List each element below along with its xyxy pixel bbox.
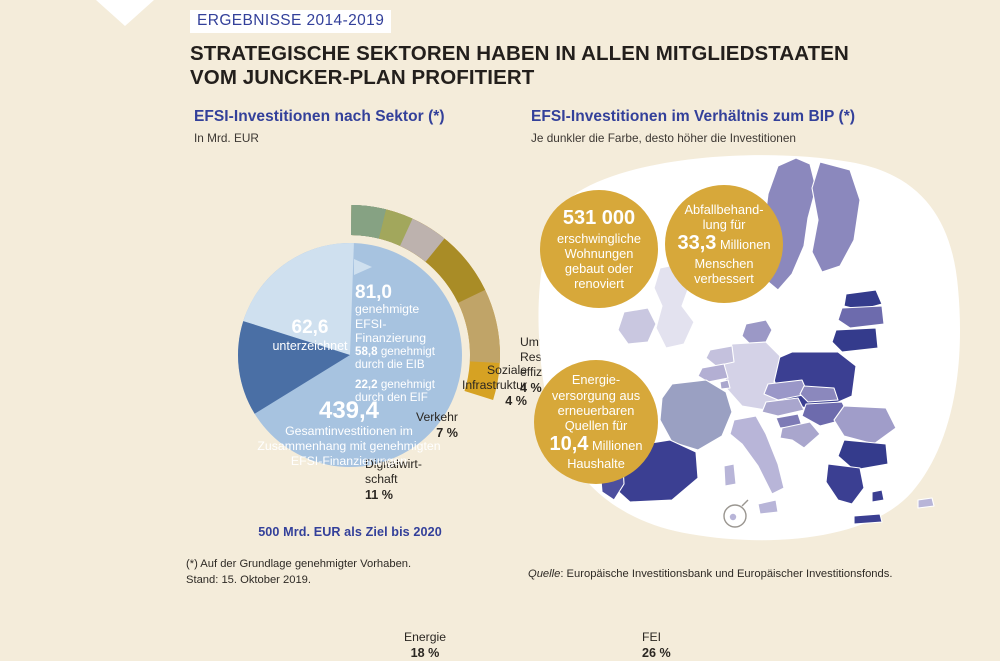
donut-label-digitalwirtschaft: Digitalwirt- schaft 11 % (365, 457, 443, 503)
country-greece-islands (871, 489, 885, 503)
bubble-2-value-row: 33,3 Millionen (678, 232, 771, 256)
bubble-3-line5: Haushalte (567, 456, 625, 472)
country-sardinia (723, 463, 737, 487)
eif-value: 22,2 (355, 378, 378, 391)
total-value: 439,4 (318, 397, 380, 424)
signed-wedge (237, 321, 350, 414)
country-slovakia (799, 385, 839, 403)
country-france (659, 379, 733, 451)
bubble-renewable-energy: Energie- versorgung aus erneuerbaren Que… (534, 360, 658, 484)
source-note: Quelle: Europäische Investitionsbank und… (528, 568, 892, 580)
total-figure-group: 439,4 Gesamtinvestitionen im Zusammenhan… (249, 398, 449, 468)
source-text: : Europäische Investitionsbank und Europ… (560, 568, 893, 580)
donut-pct-fei: 26 % (642, 645, 671, 660)
donut-label-energie: Energie 18 % (385, 630, 465, 661)
page-title: STRATEGISCHE SEKTOREN HABEN IN ALLEN MIT… (190, 42, 849, 90)
right-panel-title: EFSI-Investitionen im Verhältnis zum BIP… (531, 108, 856, 125)
donut-label-soziale-infrastruktur: Soziale Infrastruktur 4 % (443, 363, 527, 409)
donut-pct-verkehr: 7 % (436, 425, 458, 440)
eib-label: genehmigt durch die EIB (355, 345, 435, 372)
bubble-2-line4: verbessert (694, 270, 754, 286)
footnote-line-2: Stand: 15. Oktober 2019. (186, 574, 312, 587)
approved-label: genehmigte EFSI-Finanzierung (355, 302, 427, 345)
left-panel-subtitle: In Mrd. EUR (194, 131, 259, 145)
bubble-1-value: 531 000 (562, 207, 636, 230)
country-latvia (837, 305, 885, 329)
country-sicily (757, 499, 779, 515)
eif-label: genehmigt durch den EIF (355, 378, 435, 405)
bubble-2-unit: Millionen (716, 237, 771, 253)
country-lithuania (831, 327, 879, 353)
country-austria (761, 397, 805, 417)
country-bulgaria (837, 439, 889, 471)
bubble-waste-treatment: Abfallbehand- lung für 33,3 Millionen Me… (665, 185, 783, 303)
total-label: Gesamtinvestitionen im Zusammenhang mit … (257, 424, 441, 468)
donut-pct-soziale: 4 % (505, 393, 527, 408)
country-ireland (617, 307, 657, 345)
left-panel-title: EFSI-Investitionen nach Sektor (*) (194, 108, 445, 125)
approved-financing-wedge (243, 243, 354, 355)
eib-figure-group: 58,8 genehmigt durch die EIB (355, 345, 447, 372)
bubble-affordable-housing: 531 000 erschwingliche Wohnungen gebaut … (540, 190, 658, 308)
ring-segment-umwelt-und-ressourceneffizienz (351, 205, 386, 239)
bubble-3-pre4: Quellen für (564, 417, 628, 433)
country-crete (853, 513, 883, 525)
approved-figure-group: 81,0 genehmigte EFSI-Finanzierung (355, 283, 439, 345)
bubble-3-value: 10,4 (549, 432, 589, 455)
source-label: Quelle (528, 568, 561, 580)
ring-segments (351, 205, 500, 400)
donut-pct-digital: 11 % (365, 487, 394, 502)
donut-label-verkehr: Verkehr 7 % (390, 410, 458, 441)
country-croatia (779, 421, 821, 449)
leader-arrow (354, 259, 372, 275)
approved-value: 81,0 (355, 282, 392, 303)
signed-label: unterzeichnet (272, 339, 348, 353)
header: ERGEBNISSE 2014-2019 STRATEGISCHE SEKTOR… (190, 10, 890, 90)
goal-note: 500 Mrd. EUR als Ziel bis 2020 (258, 525, 442, 539)
country-netherlands (705, 345, 735, 367)
country-finland (811, 161, 861, 273)
donut-pct-umwelt: 4 % (520, 380, 542, 395)
footnote-line-1: (*) Auf der Grundlage genehmigter Vorhab… (186, 558, 412, 570)
eif-figure-group: 22,2 genehmigt durch den EIF (355, 378, 447, 405)
bubble-1-line3: gebaut oder (564, 260, 634, 276)
donut-pct-energie: 18 % (410, 645, 440, 660)
country-cyprus (917, 497, 935, 509)
footnote: (*) Auf der Grundlage genehmigter Vorhab… (186, 556, 411, 588)
country-greece (825, 463, 865, 505)
country-luxembourg (719, 379, 731, 390)
signed-value: 62,6 (291, 317, 329, 338)
country-italy (729, 415, 785, 495)
bubble-2-line3: Menschen (694, 255, 754, 271)
country-czechia (763, 379, 809, 401)
kicker-badge: ERGEBNISSE 2014-2019 (190, 10, 392, 33)
bubble-1-line1: erschwingliche (557, 230, 641, 246)
signed-figure-group: 62,6 unterzeichnet (262, 318, 358, 353)
bubble-3-pre3: erneuerbaren (557, 402, 635, 418)
donut-svg (237, 205, 500, 467)
malta-magnifier-icon (723, 499, 749, 528)
bubble-3-value-row: 10,4 Millionen (550, 433, 643, 457)
bubble-1-line2: Wohnungen (564, 245, 634, 261)
bubble-2-pre1: Abfallbehand- (684, 202, 764, 218)
bubble-2-value: 33,3 (677, 232, 717, 255)
bubble-1-line4: renoviert (574, 275, 624, 291)
bubble-3-unit: Millionen (588, 437, 643, 453)
bubble-2-pre2: lung für (702, 217, 746, 233)
country-belgium (697, 363, 729, 383)
corner-chevron-decoration (96, 0, 154, 26)
right-panel-subtitle: Je dunkler die Farbe, desto höher die In… (531, 131, 796, 145)
bubble-3-pre1: Energie- (571, 372, 621, 388)
eib-value: 58,8 (355, 345, 378, 358)
donut-label-fei: FEI 26 % (642, 630, 702, 661)
bubble-3-pre2: versorgung aus (551, 387, 641, 403)
